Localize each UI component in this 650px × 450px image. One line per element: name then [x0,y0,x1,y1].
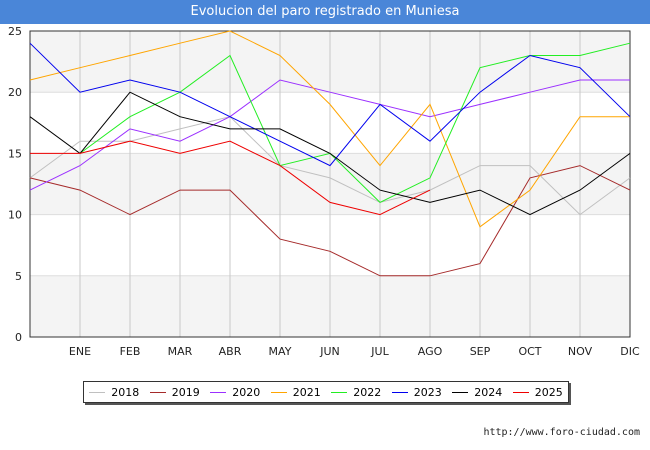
legend-swatch [149,391,166,393]
x-tick-label: ABR [219,345,242,358]
series-line-2023 [29,42,631,167]
legend-label: 2025 [534,385,563,399]
legend-item-2018: 2018 [89,386,139,399]
legend-label: 2022 [353,385,382,399]
series-line-2020 [29,79,630,191]
legend-item-2024: 2024 [452,386,502,399]
x-tick-label: FEB [120,345,141,358]
legend-item-2019: 2019 [149,385,200,399]
legend: 2018 2019 2020 2021 2022 2023 2024 2025 [83,381,569,403]
series-line-2025 [30,140,431,216]
x-tick-label: AGO [418,345,443,358]
legend-swatch [89,391,106,393]
legend-item-2025: 2025 [512,385,563,399]
legend-label: 2023 [413,385,442,399]
legend-item-2022: 2022 [331,386,381,399]
x-tick-label: MAY [269,345,292,358]
x-tick-label: DIC [620,345,640,358]
series-line-2021 [29,30,630,228]
legend-label: 2019 [171,385,200,399]
x-tick-label: JUN [319,345,340,358]
legend-swatch [331,391,348,393]
y-tick-label: 15 [8,147,22,160]
plot-area-border [29,30,631,338]
series-line-2022 [79,42,631,204]
legend-item-2020: 2020 [210,386,260,399]
x-tick-label: NOV [568,345,593,358]
legend-item-2023: 2023 [391,385,442,399]
legend-swatch [270,391,287,393]
legend-label: 2021 [292,385,321,399]
x-tick-label: JUL [370,345,389,358]
x-tick-label: MAR [168,345,193,358]
legend-swatch [452,391,469,393]
x-tick-label: ENE [69,345,91,358]
chart-title: Evolucion del paro registrado en Muniesa [0,0,650,24]
y-tick-label: 25 [8,25,22,38]
y-tick-label: 10 [8,209,22,222]
y-tick-label: 5 [15,270,22,283]
footer-url: http://www.foro-ciudad.com [483,427,640,438]
x-tick-label: SEP [470,345,491,358]
legend-swatch [512,391,529,393]
legend-item-2021: 2021 [270,385,321,399]
x-tick-label: OCT [518,345,541,358]
legend-label: 2020 [232,385,261,399]
y-tick-label: 0 [15,331,22,344]
legend-swatch [391,391,408,393]
series-line-2024 [29,91,631,216]
y-tick-label: 20 [8,86,22,99]
legend-swatch [210,391,227,393]
series-line-2019 [29,165,631,277]
legend-label: 2024 [474,385,503,399]
legend-label: 2018 [111,385,140,399]
